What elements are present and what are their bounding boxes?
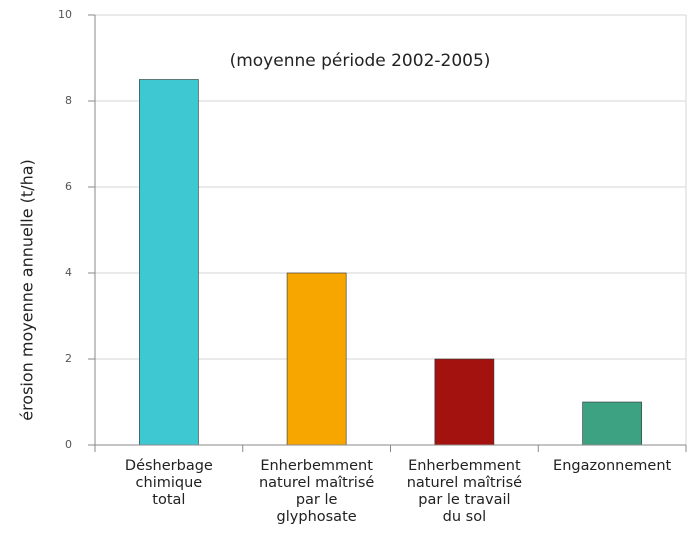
x-tick-label: naturel maîtrisé [407,475,522,491]
x-tick-label: glyphosate [277,509,357,525]
x-tick-label: naturel maîtrisé [259,475,374,491]
y-tick-label: 0 [65,438,72,451]
bar [582,401,642,446]
x-tick-label: du sol [443,509,486,525]
x-tick-label: par le [296,492,338,508]
x-tick-label: Enherbemment [260,458,373,474]
bar [139,79,199,446]
y-tick-label: 4 [65,266,72,279]
x-tick-label: chimique [136,475,203,491]
y-tick-label: 2 [65,352,72,365]
bar [286,272,347,446]
annotation: (moyenne période 2002-2005) [230,51,491,71]
x-tick-label: Désherbage [125,458,213,474]
y-axis-label: érosion moyenne annuelle (t/ha) [18,159,37,421]
y-tick-label: 10 [58,8,72,21]
bar [434,358,495,446]
y-tick-label: 6 [65,180,72,193]
x-tick-label: total [152,492,185,508]
x-tick-label: Enherbemment [408,458,521,474]
x-tick-label: Engazonnement [553,458,671,474]
x-tick-label: par le travail [418,492,510,508]
y-tick-label: 8 [65,94,72,107]
